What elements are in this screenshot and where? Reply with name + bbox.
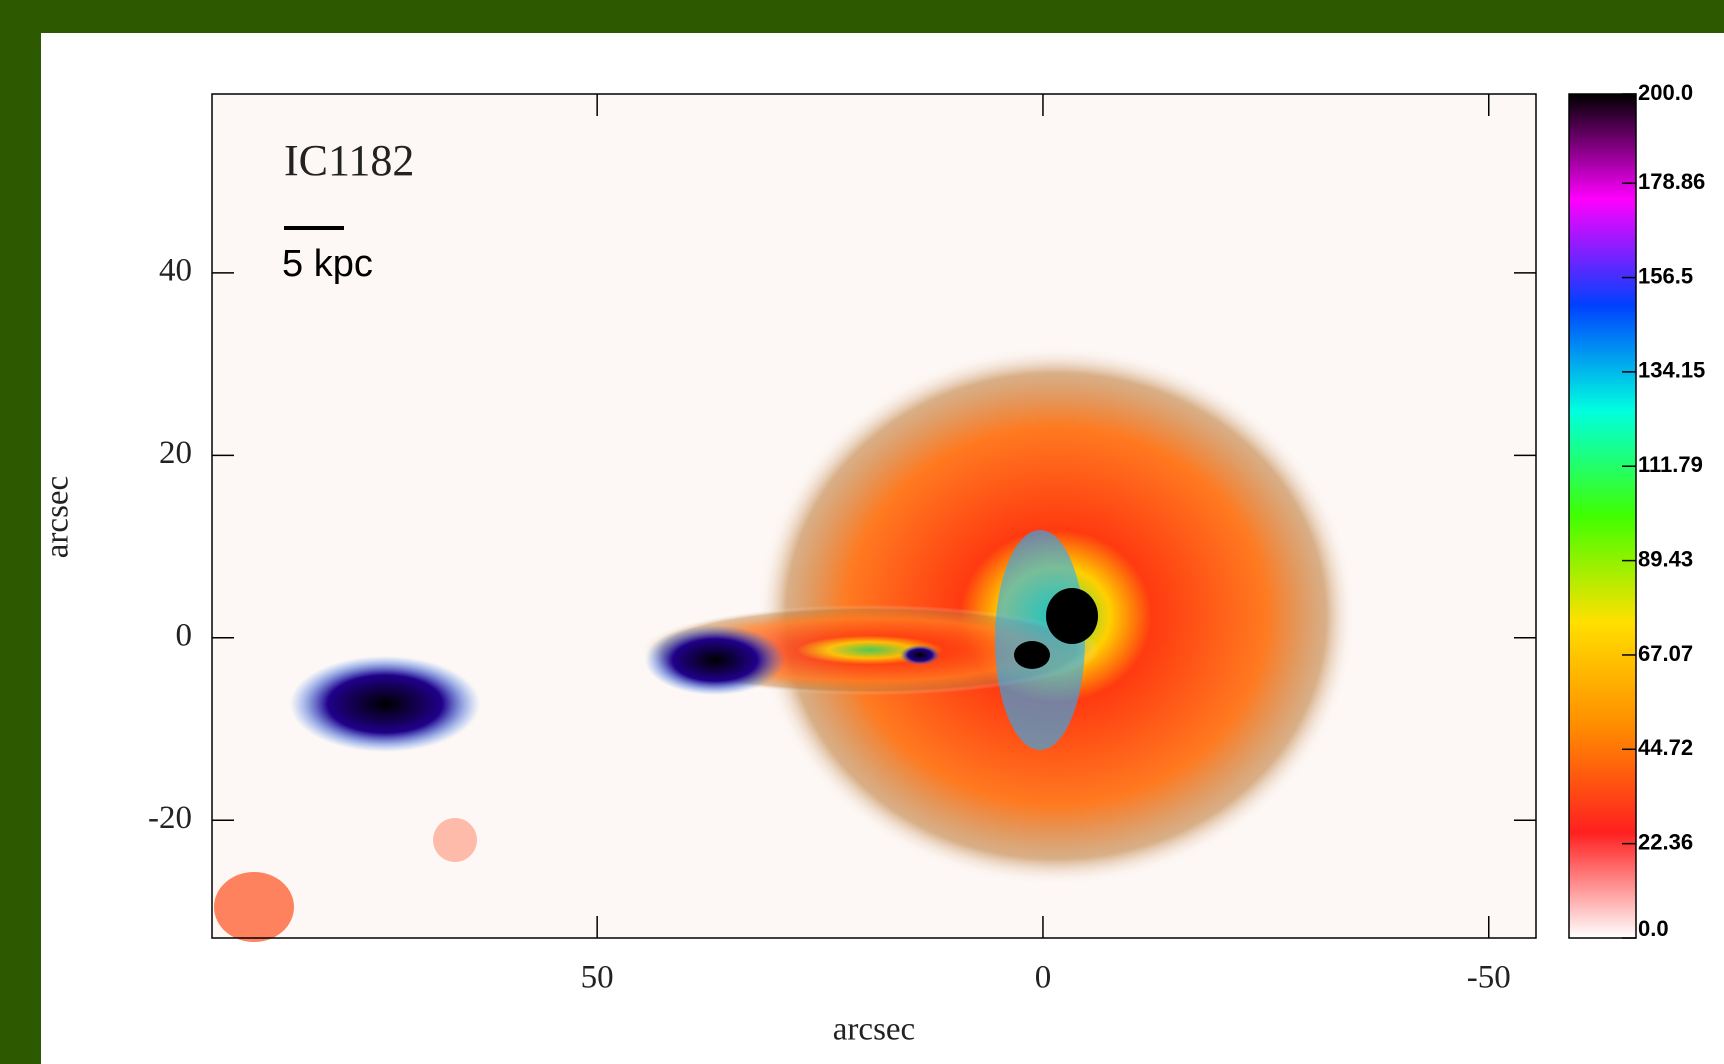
- colorbar-tick-label: 67.07: [1638, 641, 1693, 666]
- y-tick-label: 40: [159, 252, 192, 288]
- y-tick-label: -20: [148, 800, 192, 836]
- image: [212, 94, 1536, 942]
- x-tick-label: -50: [1467, 960, 1511, 996]
- image-title: IC1182: [284, 136, 414, 185]
- colorbar-tick-label: 0.0: [1638, 916, 1669, 941]
- chart: IC1182 5 kpc arcsec arcsec 50 0 -50 -20 0 20 4…: [0, 0, 1724, 1064]
- colorbar: [1569, 94, 1636, 938]
- colorbar-tick-label: 200.0: [1638, 80, 1693, 105]
- colorbar-tick-label: 178.86: [1638, 169, 1705, 194]
- y-tick-label: 0: [176, 617, 193, 653]
- y-tick-label: 20: [159, 435, 192, 471]
- colorbar-tick-label: 22.36: [1638, 829, 1693, 854]
- colorbar-tick-label: 134.15: [1638, 358, 1705, 383]
- colorbar-tick-label: 89.43: [1638, 546, 1693, 571]
- x-tick-label: 50: [581, 960, 614, 996]
- x-tick-label: 0: [1035, 960, 1052, 996]
- colorbar-tick-label: 44.72: [1638, 735, 1693, 760]
- scale-label: 5 kpc: [282, 243, 373, 285]
- colorbar-tick-label: 111.79: [1638, 452, 1703, 477]
- x-axis-label: arcsec: [833, 1012, 915, 1048]
- y-axis-label: arcsec: [40, 476, 76, 558]
- colorbar-tick-label: 156.5: [1638, 263, 1693, 288]
